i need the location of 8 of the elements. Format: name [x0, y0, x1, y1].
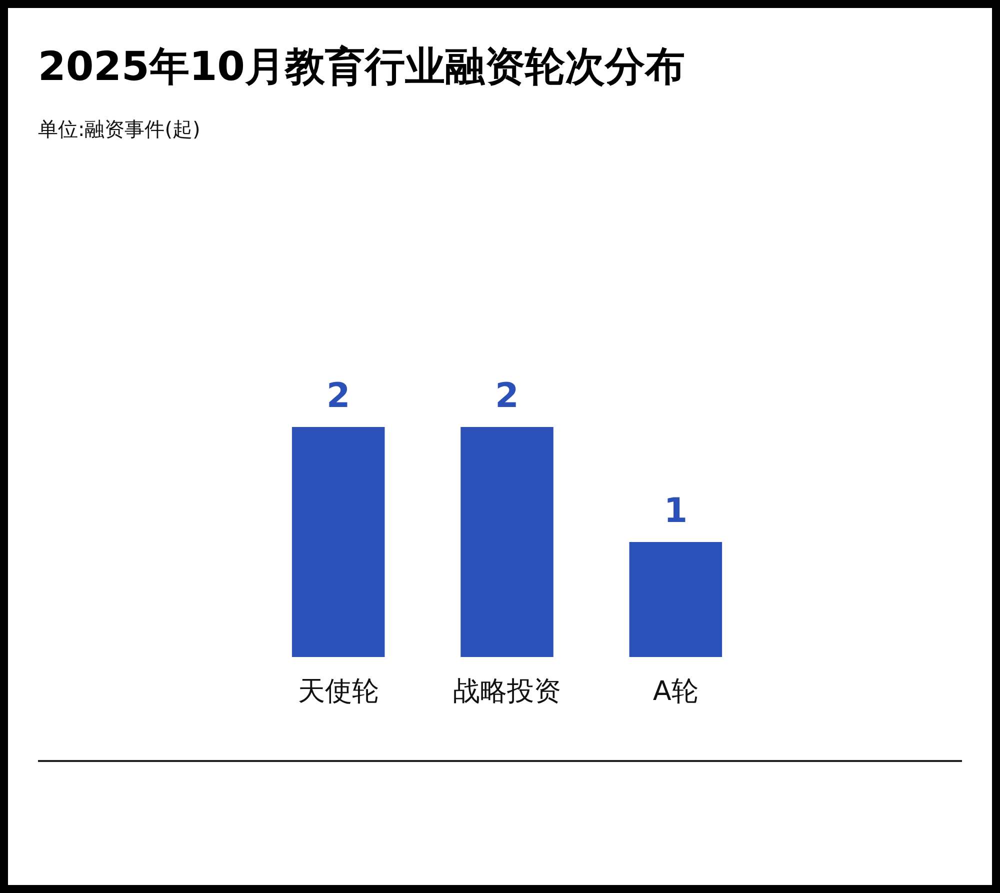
chart-subtitle: 单位:融资事件(起) — [38, 117, 200, 141]
x-tick-label: A轮 — [652, 676, 698, 707]
data-label: 2 — [495, 376, 519, 416]
x-tick-label: 战略投资 — [453, 676, 561, 707]
data-label: 1 — [664, 491, 688, 531]
chart-title: 2025年10月教育行业融资轮次分布 — [38, 44, 685, 90]
x-tick-label: 天使轮 — [298, 676, 379, 707]
data-label: 2 — [326, 376, 350, 416]
